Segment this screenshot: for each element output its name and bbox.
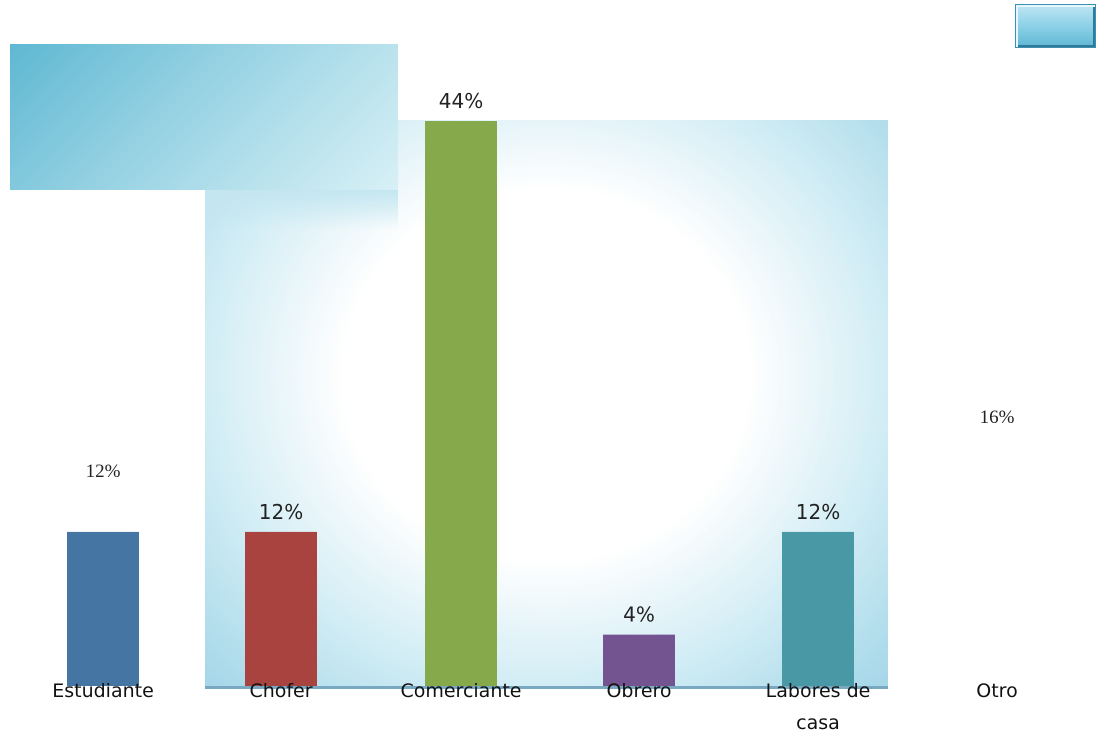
bar-comerciante <box>425 121 497 686</box>
data-label-estudiante: 12% <box>86 461 121 482</box>
data-label-comerciante: 44% <box>439 89 483 113</box>
navigation-button[interactable] <box>1015 4 1096 48</box>
data-label-obrero: 4% <box>623 603 655 627</box>
bar-estudiante <box>67 531 139 686</box>
decorative-corner-panel <box>10 44 398 190</box>
bar-labores-de-casa <box>782 531 854 686</box>
x-axis-line <box>205 686 888 689</box>
category-label-comerciante: Comerciante <box>400 680 521 702</box>
data-label-chofer: 12% <box>259 500 303 524</box>
bar-chofer <box>245 531 317 686</box>
decorative-panel-fade <box>205 190 398 230</box>
category-label-otro: Otro <box>976 680 1017 702</box>
category-label-obrero: Obrero <box>606 680 671 702</box>
data-label-otro: 16% <box>980 407 1015 428</box>
category-label-chofer: Chofer <box>249 680 312 702</box>
category-label-estudiante: Estudiante <box>52 680 154 702</box>
data-label-labores-de-casa: 12% <box>796 500 840 524</box>
category-label-labores-de-casa-line-2: casa <box>796 712 840 734</box>
category-label-labores-de-casa-line-1: Labores de <box>766 680 871 702</box>
bar-obrero <box>603 634 675 686</box>
